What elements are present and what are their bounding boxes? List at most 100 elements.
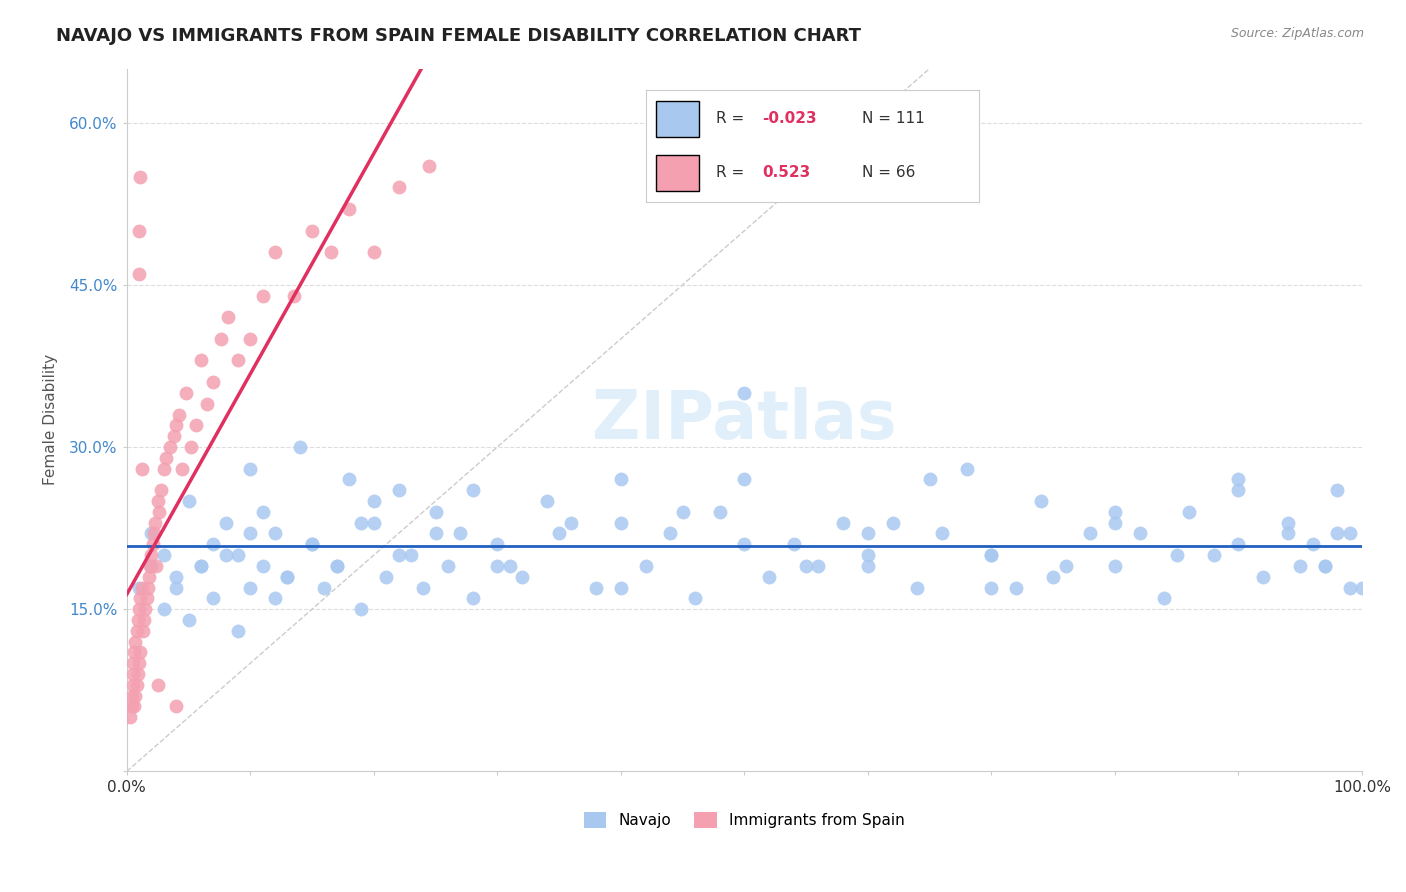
Point [125,678,148,692]
Point [159,440,181,454]
Point [1029,494,1052,508]
Text: NAVAJO VS IMMIGRANTS FROM SPAIN FEMALE DISABILITY CORRELATION CHART: NAVAJO VS IMMIGRANTS FROM SPAIN FEMALE D… [56,27,862,45]
Point [610,516,633,530]
Point [214,548,236,562]
Point [980,548,1002,562]
Point [252,288,274,302]
Point [1313,558,1336,573]
Point [449,526,471,541]
Point [931,526,953,541]
Point [980,548,1002,562]
Point [264,245,287,260]
Point [1289,558,1312,573]
Point [1277,516,1299,530]
Point [794,558,817,573]
Point [146,494,169,508]
Point [153,602,176,616]
Point [337,472,360,486]
Point [1227,483,1250,498]
Point [129,591,152,606]
Point [1129,526,1152,541]
Point [350,516,373,530]
Point [165,699,187,714]
Point [217,310,239,325]
Point [683,591,706,606]
Point [131,581,153,595]
Point [486,537,509,551]
Point [264,591,287,606]
Point [122,667,145,681]
Point [412,581,434,595]
Point [610,472,633,486]
Point [585,581,607,595]
Point [122,645,145,659]
Point [1227,537,1250,551]
Point [301,224,323,238]
Point [461,591,484,606]
Point [1104,558,1126,573]
Point [129,645,152,659]
Point [135,591,157,606]
Point [301,537,323,551]
Point [142,526,165,541]
Point [758,570,780,584]
Point [659,526,682,541]
Point [167,408,190,422]
Point [128,657,150,671]
Point [1054,558,1077,573]
Point [121,699,143,714]
Point [387,548,409,562]
Point [138,570,160,584]
Point [129,169,152,184]
Point [709,505,731,519]
Point [350,602,373,616]
Point [202,375,225,389]
Point [132,613,155,627]
Point [252,558,274,573]
Point [124,634,146,648]
Point [856,558,879,573]
Point [209,332,232,346]
Point [1166,548,1188,562]
Point [807,558,830,573]
Point [163,429,186,443]
Point [733,385,755,400]
Point [190,558,212,573]
Point [180,440,202,454]
Point [314,581,336,595]
Point [128,267,150,281]
Point [131,461,153,475]
Y-axis label: Female Disability: Female Disability [44,354,58,485]
Point [560,516,582,530]
Point [139,558,162,573]
Point [1326,483,1348,498]
Point [239,332,262,346]
Point [326,558,349,573]
Point [202,537,225,551]
Point [141,548,163,562]
Point [1104,505,1126,519]
Point [128,224,150,238]
Point [610,581,633,595]
Point [283,288,305,302]
Point [856,526,879,541]
Point [1202,548,1225,562]
Text: Source: ZipAtlas.com: Source: ZipAtlas.com [1230,27,1364,40]
Point [399,548,422,562]
Point [634,558,657,573]
Point [239,581,262,595]
Point [172,461,194,475]
Point [239,461,262,475]
Point [437,558,460,573]
Point [174,385,197,400]
Point [214,516,236,530]
Point [1339,581,1361,595]
Point [1153,591,1175,606]
Point [148,505,170,519]
Point [165,418,187,433]
Point [301,537,323,551]
Legend: Navajo, Immigrants from Spain: Navajo, Immigrants from Spain [578,805,911,834]
Point [177,613,200,627]
Point [124,689,146,703]
Point [1326,526,1348,541]
